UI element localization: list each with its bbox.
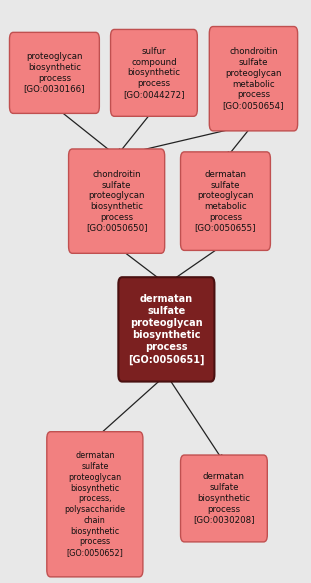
Text: chondroitin
sulfate
proteoglycan
biosynthetic
process
[GO:0050650]: chondroitin sulfate proteoglycan biosynt… (86, 170, 147, 233)
FancyBboxPatch shape (118, 278, 215, 382)
Text: proteoglycan
biosynthetic
process
[GO:0030166]: proteoglycan biosynthetic process [GO:00… (24, 52, 85, 93)
Text: dermatan
sulfate
proteoglycan
biosynthetic
process,
polysaccharide
chain
biosynt: dermatan sulfate proteoglycan biosynthet… (64, 451, 125, 557)
Text: sulfur
compound
biosynthetic
process
[GO:0044272]: sulfur compound biosynthetic process [GO… (123, 47, 185, 99)
FancyBboxPatch shape (111, 30, 197, 117)
FancyBboxPatch shape (68, 149, 165, 253)
FancyBboxPatch shape (209, 27, 298, 131)
FancyBboxPatch shape (9, 32, 100, 113)
Text: dermatan
sulfate
proteoglycan
metabolic
process
[GO:0050655]: dermatan sulfate proteoglycan metabolic … (195, 170, 256, 233)
Text: chondroitin
sulfate
proteoglycan
metabolic
process
[GO:0050654]: chondroitin sulfate proteoglycan metabol… (223, 47, 284, 110)
FancyBboxPatch shape (180, 455, 267, 542)
Text: dermatan
sulfate
biosynthetic
process
[GO:0030208]: dermatan sulfate biosynthetic process [G… (193, 472, 255, 525)
FancyBboxPatch shape (47, 431, 143, 577)
Text: dermatan
sulfate
proteoglycan
biosynthetic
process
[GO:0050651]: dermatan sulfate proteoglycan biosynthet… (128, 294, 205, 364)
FancyBboxPatch shape (180, 152, 271, 251)
